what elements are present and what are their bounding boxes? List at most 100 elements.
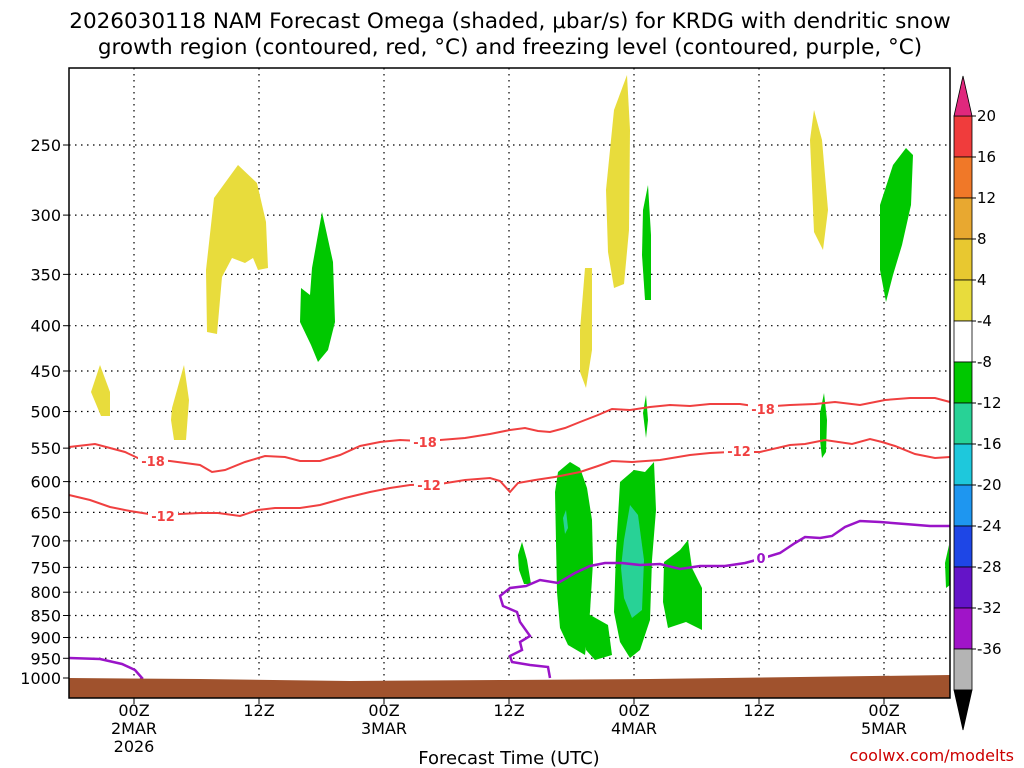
omega-shade-green — [880, 148, 913, 302]
colorbar-swatch — [953, 484, 973, 527]
colorbar: 20 16 12 8 4 -4 -8 -12 -16 -20 -24 -28 -32 -36 — [953, 75, 1002, 731]
plot-background — [69, 68, 950, 698]
y-tick-label: 750 — [30, 558, 61, 577]
x-tick-label: 12Z — [243, 701, 274, 720]
y-tick-label: 1000 — [20, 669, 61, 688]
y-tick-label: 600 — [30, 473, 61, 492]
colorbar-label: -32 — [977, 599, 1002, 617]
y-tick-label: 400 — [30, 317, 61, 336]
label-halo — [724, 444, 754, 458]
colorbar-label: 8 — [977, 230, 987, 248]
colorbar-swatch — [953, 361, 973, 404]
colorbar-label: -12 — [977, 394, 1002, 412]
freezing-label-0: 0 — [756, 552, 765, 567]
colorbar-label: -28 — [977, 558, 1002, 576]
dgz-label-minus18: -18 — [413, 436, 437, 451]
chart-title-line2: growth region (contoured, red, °C) and f… — [98, 35, 922, 60]
dgz-label-minus12: -12 — [417, 479, 441, 494]
omega-sinking-regions — [91, 75, 828, 440]
freezing-contour-0 — [498, 519, 950, 679]
omega-rising-regions — [300, 148, 950, 660]
omega-shade-green — [663, 540, 702, 630]
omega-shade-green — [820, 393, 827, 458]
omega-shade-green — [555, 462, 593, 655]
colorbar-swatch — [953, 607, 973, 650]
dgz-label-minus12: -12 — [151, 510, 175, 525]
colorbar-label: -24 — [977, 517, 1002, 535]
colorbar-swatch — [953, 197, 973, 240]
colorbar-swatch — [953, 402, 973, 445]
contour-labels: -18 -18 -18 -12 -12 -12 0 — [138, 402, 778, 567]
label-halo — [414, 478, 444, 492]
x-tick-label: 00Z — [118, 701, 149, 720]
y-tick-label: 700 — [30, 532, 61, 551]
plot-area: -18 -18 -18 -12 -12 -12 0 — [68, 67, 951, 699]
colorbar-swatch — [953, 238, 973, 281]
x-tick-date: 5MAR — [861, 719, 907, 738]
colorbar-label: -16 — [977, 435, 1002, 453]
dgz-contour-minus12 — [68, 437, 951, 518]
colorbar-bottom-arrow — [953, 689, 973, 731]
x-axis-title: Forecast Time (UTC) — [418, 748, 599, 768]
y-tick-label: 850 — [30, 607, 61, 626]
terrain-ground — [69, 675, 950, 698]
omega-shade-green — [585, 612, 612, 660]
label-halo — [754, 551, 768, 565]
y-tick-label: 300 — [30, 206, 61, 225]
omega-shade-green — [518, 542, 531, 584]
omega-shade-green — [945, 545, 950, 588]
x-tick-label: 00Z — [368, 701, 399, 720]
omega-shade-yellow — [171, 365, 189, 440]
label-halo — [148, 509, 178, 523]
label-halo — [410, 435, 440, 449]
x-tick-label: 12Z — [493, 701, 524, 720]
colorbar-label: 4 — [977, 271, 987, 289]
colorbar-swatch — [953, 525, 973, 568]
x-tick-label: 12Z — [743, 701, 774, 720]
omega-shade-green — [300, 212, 335, 362]
colorbar-swatch — [953, 115, 973, 158]
x-tick-label: 00Z — [868, 701, 899, 720]
y-tick-label: 900 — [30, 628, 61, 647]
omega-shade-green — [642, 185, 651, 300]
colorbar-label: -4 — [977, 312, 992, 330]
colorbar-label: -36 — [977, 640, 1002, 658]
dgz-contours — [68, 397, 951, 518]
colorbar-swatch — [953, 648, 973, 691]
y-tick-label: 950 — [30, 649, 61, 668]
label-halo — [748, 402, 778, 416]
colorbar-swatch — [953, 156, 973, 199]
x-tick-label: 00Z — [618, 701, 649, 720]
y-tick-label: 650 — [30, 503, 61, 522]
y-tick-label: 350 — [30, 265, 61, 284]
chart-title-line1: 2026030118 NAM Forecast Omega (shaded, μ… — [69, 9, 950, 34]
x-tick-date: 2MAR — [111, 719, 157, 738]
colorbar-label: -20 — [977, 476, 1002, 494]
omega-shade-yellow — [580, 268, 592, 388]
colorbar-swatch — [953, 566, 973, 609]
omega-shade-yellow — [206, 165, 268, 334]
label-halo — [138, 454, 168, 468]
x-tick-year: 2026 — [114, 737, 155, 756]
omega-shade-yellow — [606, 75, 630, 288]
colorbar-swatch — [953, 443, 973, 486]
omega-shade-teal — [621, 505, 644, 618]
dgz-contour-minus18 — [68, 397, 951, 474]
colorbar-label: 16 — [977, 148, 996, 166]
y-tick-label: 800 — [30, 583, 61, 602]
omega-shade-yellow — [810, 110, 828, 250]
x-tick-date: 4MAR — [611, 719, 657, 738]
dgz-label-minus12: -12 — [727, 445, 751, 460]
colorbar-label: -8 — [977, 353, 992, 371]
credit-text: coolwx.com/modelts — [850, 746, 1014, 765]
x-tick-date: 3MAR — [361, 719, 407, 738]
omega-shade-green — [643, 395, 648, 438]
y-tick-label: 450 — [30, 362, 61, 381]
colorbar-swatch — [953, 279, 973, 322]
colorbar-swatch — [953, 320, 973, 363]
omega-shade-yellow — [91, 365, 110, 416]
dgz-label-minus18: -18 — [751, 403, 775, 418]
omega-shade-teal — [563, 510, 568, 534]
